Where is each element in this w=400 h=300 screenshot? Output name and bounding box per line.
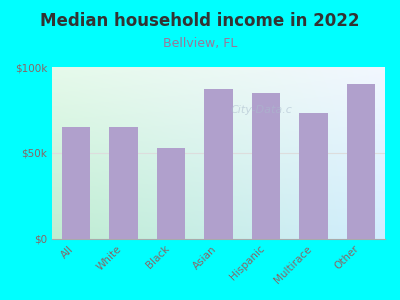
Bar [204, 89, 233, 239]
Bar [157, 148, 185, 239]
Text: Median household income in 2022: Median household income in 2022 [40, 12, 360, 30]
Bar [300, 113, 328, 239]
Bar [347, 84, 376, 239]
Text: Bellview, FL: Bellview, FL [163, 38, 237, 50]
Bar [109, 127, 138, 239]
Text: City-Data.c: City-Data.c [231, 105, 293, 115]
Bar [62, 127, 90, 239]
Bar [252, 93, 280, 239]
